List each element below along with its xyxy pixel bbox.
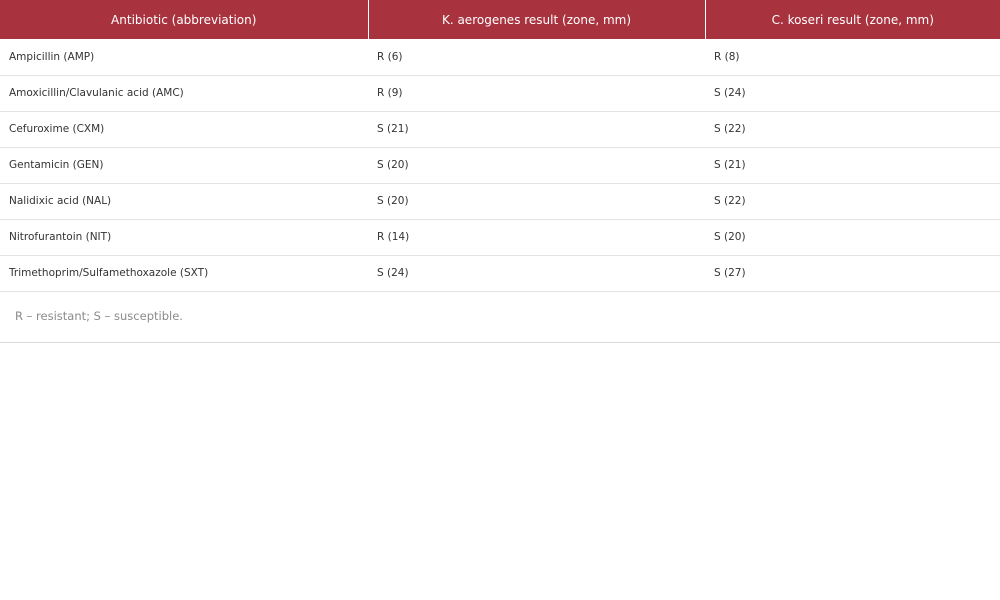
cell-k-aerogenes: S (20) [368, 147, 705, 184]
table-row: Nitrofurantoin (NIT) R (14) S (20) [0, 219, 1000, 256]
header-antibiotic: Antibiotic (abbreviation) [0, 0, 369, 39]
table-row: Nalidixic acid (NAL) S (20) S (22) [0, 183, 1000, 220]
cell-c-koseri: S (22) [705, 111, 1000, 148]
cell-antibiotic: Cefuroxime (CXM) [0, 111, 368, 148]
table-footnote: R – resistant; S – susceptible. [15, 308, 183, 323]
table-row: Ampicillin (AMP) R (6) R (8) [0, 39, 1000, 76]
cell-k-aerogenes: R (14) [368, 219, 705, 256]
cell-k-aerogenes: R (6) [368, 39, 705, 76]
cell-k-aerogenes: S (21) [368, 111, 705, 148]
cell-k-aerogenes: R (9) [368, 75, 705, 112]
table-row: Cefuroxime (CXM) S (21) S (22) [0, 111, 1000, 148]
cell-antibiotic: Nitrofurantoin (NIT) [0, 219, 368, 256]
cell-k-aerogenes: S (24) [368, 255, 705, 292]
cell-c-koseri: S (22) [705, 183, 1000, 220]
cell-antibiotic: Amoxicillin/Clavulanic acid (AMC) [0, 75, 368, 112]
table-row: Amoxicillin/Clavulanic acid (AMC) R (9) … [0, 75, 1000, 112]
header-row: Antibiotic (abbreviation) K. aerogenes r… [0, 0, 1000, 39]
cell-c-koseri: S (20) [705, 219, 1000, 256]
table-row: Gentamicin (GEN) S (20) S (21) [0, 147, 1000, 184]
cell-antibiotic: Ampicillin (AMP) [0, 39, 368, 76]
cell-k-aerogenes: S (20) [368, 183, 705, 220]
table-header: Antibiotic (abbreviation) K. aerogenes r… [0, 0, 1000, 39]
cell-c-koseri: R (8) [705, 39, 1000, 76]
cell-c-koseri: S (21) [705, 147, 1000, 184]
cell-antibiotic: Trimethoprim/Sulfamethoxazole (SXT) [0, 255, 368, 292]
cell-c-koseri: S (24) [705, 75, 1000, 112]
table-body: Ampicillin (AMP) R (6) R (8) Amoxicillin… [0, 39, 1000, 292]
header-c-koseri: C. koseri result (zone, mm) [705, 0, 1000, 39]
table-row: Trimethoprim/Sulfamethoxazole (SXT) S (2… [0, 255, 1000, 292]
susceptibility-table-container: Antibiotic (abbreviation) K. aerogenes r… [0, 0, 1000, 343]
cell-antibiotic: Gentamicin (GEN) [0, 147, 368, 184]
header-k-aerogenes: K. aerogenes result (zone, mm) [368, 0, 706, 39]
susceptibility-table: Antibiotic (abbreviation) K. aerogenes r… [0, 0, 1000, 292]
cell-antibiotic: Nalidixic acid (NAL) [0, 183, 368, 220]
cell-c-koseri: S (27) [705, 255, 1000, 292]
